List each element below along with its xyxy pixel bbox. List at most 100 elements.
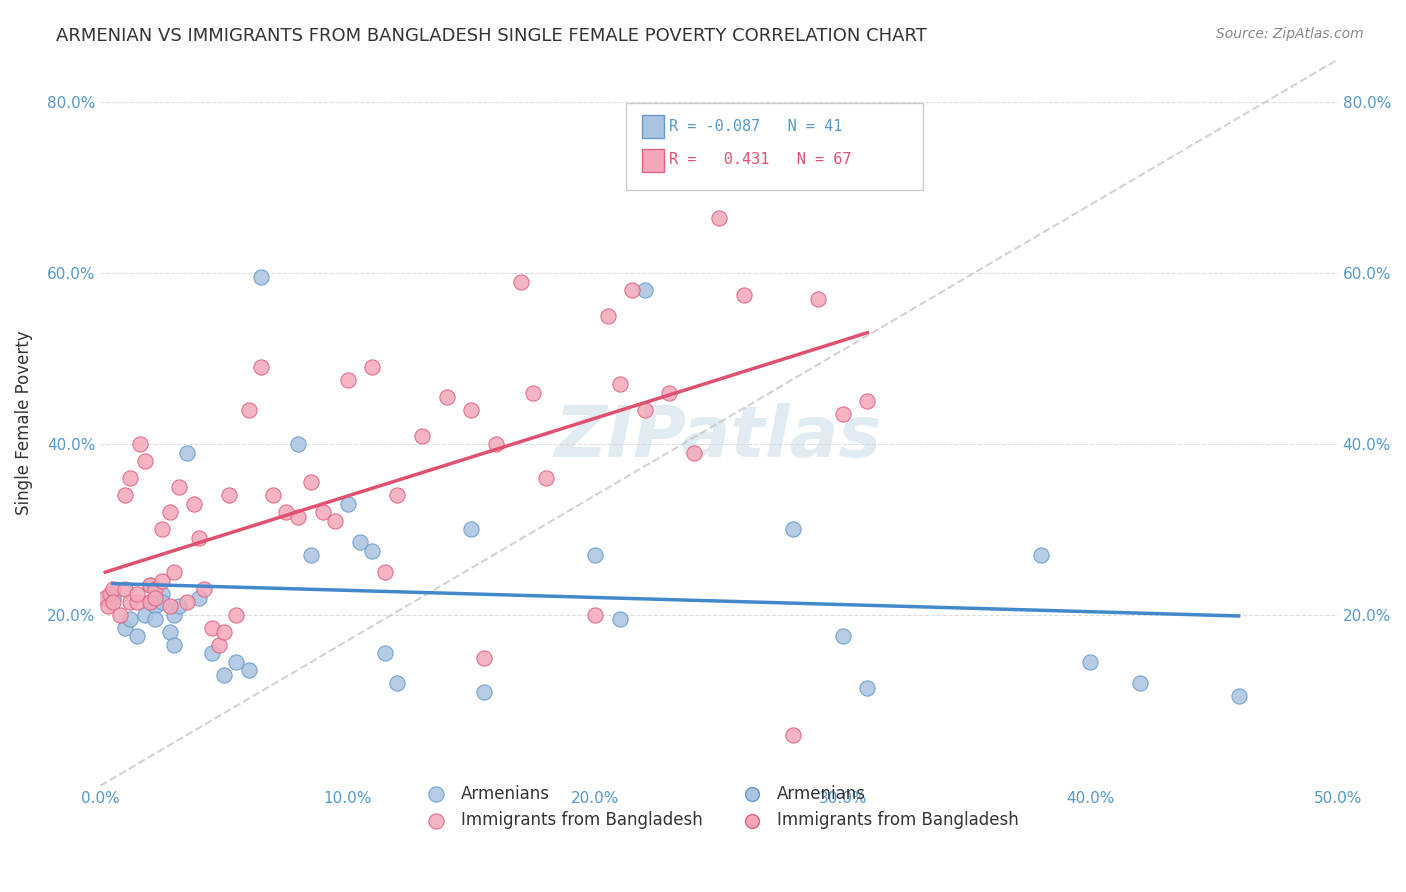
Armenians <box>127 629 149 643</box>
Immigrants from Bangladesh <box>159 599 181 614</box>
Armenians <box>1129 676 1152 690</box>
Immigrants from Bangladesh <box>183 497 205 511</box>
Immigrants from Bangladesh <box>856 394 879 409</box>
Immigrants from Bangladesh <box>218 488 240 502</box>
Armenians <box>460 523 482 537</box>
Armenians <box>250 270 273 285</box>
Armenians <box>583 548 606 562</box>
Armenians <box>150 586 173 600</box>
Text: ZIPatlas: ZIPatlas <box>555 402 883 472</box>
Armenians <box>238 664 260 678</box>
Armenians <box>374 646 396 660</box>
Armenians <box>472 685 495 699</box>
Armenians <box>225 655 247 669</box>
Immigrants from Bangladesh <box>250 360 273 375</box>
Immigrants from Bangladesh <box>108 607 131 622</box>
Armenians <box>361 544 384 558</box>
Immigrants from Bangladesh <box>208 638 231 652</box>
FancyBboxPatch shape <box>626 103 924 190</box>
Armenians <box>1227 689 1250 703</box>
Armenians <box>143 599 166 614</box>
Armenians <box>139 595 162 609</box>
Armenians <box>856 681 879 695</box>
Immigrants from Bangladesh <box>460 403 482 417</box>
Immigrants from Bangladesh <box>98 586 121 600</box>
Immigrants from Bangladesh <box>134 454 156 468</box>
Immigrants from Bangladesh <box>94 591 117 605</box>
Immigrants from Bangladesh <box>583 607 606 622</box>
Immigrants from Bangladesh <box>831 407 853 421</box>
Immigrants from Bangladesh <box>101 595 124 609</box>
Immigrants from Bangladesh <box>707 211 730 225</box>
Armenians <box>143 612 166 626</box>
Immigrants from Bangladesh <box>325 514 347 528</box>
Immigrants from Bangladesh <box>485 437 508 451</box>
Armenians <box>101 591 124 605</box>
Immigrants from Bangladesh <box>274 505 297 519</box>
Text: R =   0.431   N = 67: R = 0.431 N = 67 <box>669 153 852 168</box>
Immigrants from Bangladesh <box>169 480 191 494</box>
Immigrants from Bangladesh <box>163 565 186 579</box>
Immigrants from Bangladesh <box>299 475 322 490</box>
Legend: Armenians, Immigrants from Bangladesh, Armenians, Immigrants from Bangladesh: Armenians, Immigrants from Bangladesh, A… <box>412 778 1026 836</box>
Armenians <box>176 445 198 459</box>
Immigrants from Bangladesh <box>312 505 335 519</box>
Immigrants from Bangladesh <box>127 586 149 600</box>
Text: R = -0.087   N = 41: R = -0.087 N = 41 <box>669 119 842 134</box>
Armenians <box>1078 655 1101 669</box>
Armenians <box>163 607 186 622</box>
Armenians <box>212 667 235 681</box>
Armenians <box>118 612 141 626</box>
Immigrants from Bangladesh <box>159 505 181 519</box>
Immigrants from Bangladesh <box>534 471 557 485</box>
Immigrants from Bangladesh <box>118 595 141 609</box>
Immigrants from Bangladesh <box>758 172 780 186</box>
Armenians <box>1029 548 1052 562</box>
Armenians <box>831 629 853 643</box>
Immigrants from Bangladesh <box>101 582 124 597</box>
Text: ARMENIAN VS IMMIGRANTS FROM BANGLADESH SINGLE FEMALE POVERTY CORRELATION CHART: ARMENIAN VS IMMIGRANTS FROM BANGLADESH S… <box>56 27 927 45</box>
Immigrants from Bangladesh <box>238 403 260 417</box>
Immigrants from Bangladesh <box>621 283 644 297</box>
FancyBboxPatch shape <box>643 149 665 172</box>
Armenians <box>349 535 371 549</box>
Immigrants from Bangladesh <box>387 488 409 502</box>
Immigrants from Bangladesh <box>609 377 631 392</box>
Immigrants from Bangladesh <box>127 595 149 609</box>
Y-axis label: Single Female Poverty: Single Female Poverty <box>15 330 32 515</box>
Immigrants from Bangladesh <box>193 582 215 597</box>
Immigrants from Bangladesh <box>150 523 173 537</box>
Immigrants from Bangladesh <box>733 287 755 301</box>
Armenians <box>150 595 173 609</box>
Immigrants from Bangladesh <box>436 390 458 404</box>
Immigrants from Bangladesh <box>176 595 198 609</box>
Armenians <box>287 437 309 451</box>
Immigrants from Bangladesh <box>139 578 162 592</box>
Immigrants from Bangladesh <box>128 437 150 451</box>
Text: Source: ZipAtlas.com: Source: ZipAtlas.com <box>1216 27 1364 41</box>
Armenians <box>188 591 211 605</box>
Immigrants from Bangladesh <box>634 403 657 417</box>
Immigrants from Bangladesh <box>212 625 235 640</box>
Armenians <box>159 625 181 640</box>
Immigrants from Bangladesh <box>287 509 309 524</box>
Immigrants from Bangladesh <box>201 621 224 635</box>
Armenians <box>387 676 409 690</box>
Armenians <box>114 621 136 635</box>
FancyBboxPatch shape <box>643 115 665 138</box>
Immigrants from Bangladesh <box>336 373 359 387</box>
Immigrants from Bangladesh <box>683 445 706 459</box>
Immigrants from Bangladesh <box>143 591 166 605</box>
Armenians <box>634 283 657 297</box>
Immigrants from Bangladesh <box>361 360 384 375</box>
Armenians <box>139 578 162 592</box>
Immigrants from Bangladesh <box>118 471 141 485</box>
Immigrants from Bangladesh <box>143 582 166 597</box>
Armenians <box>134 607 156 622</box>
Armenians <box>163 638 186 652</box>
Immigrants from Bangladesh <box>522 385 544 400</box>
Immigrants from Bangladesh <box>807 292 830 306</box>
Armenians <box>299 548 322 562</box>
Immigrants from Bangladesh <box>472 650 495 665</box>
Immigrants from Bangladesh <box>510 275 533 289</box>
